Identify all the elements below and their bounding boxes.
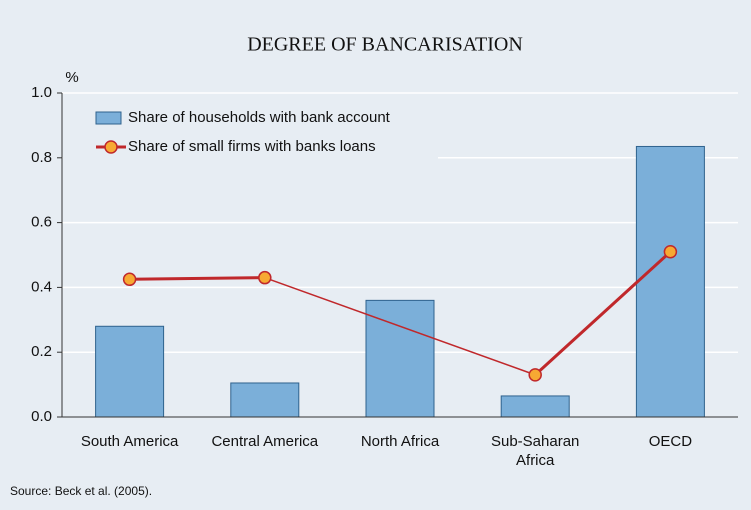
bar	[230, 382, 300, 418]
line-marker	[258, 270, 272, 285]
x-tick-label: Central America	[211, 433, 319, 450]
line-marker	[122, 272, 137, 287]
y-tick-label: 0.4	[31, 278, 52, 295]
chart-title: DEGREE OF BANCARISATION	[247, 34, 523, 56]
legend-swatch	[104, 140, 118, 154]
y-axis-label: %	[65, 69, 78, 86]
legend-background	[63, 100, 438, 166]
legend-label: Share of small firms with banks loans	[128, 138, 376, 155]
x-tick-label: North Africa	[360, 433, 440, 450]
legend-label: Share of households with bank account	[128, 109, 391, 126]
bar	[635, 145, 705, 418]
x-tick-label: South America	[80, 433, 179, 450]
y-tick-label: 1.0	[31, 84, 52, 101]
line	[129, 250, 672, 376]
y-tick-label: 0.0	[31, 408, 52, 425]
line-marker	[663, 245, 678, 259]
legend-swatch	[95, 111, 122, 125]
line-connector	[264, 276, 536, 376]
x-tick-label: OECD	[648, 433, 693, 450]
y-tick-label: 0.6	[31, 214, 52, 231]
bar	[365, 299, 435, 418]
line-marker	[528, 368, 542, 382]
bar	[500, 395, 570, 418]
y-tick-label: 0.8	[31, 149, 52, 166]
bar	[95, 325, 165, 418]
x-tick-label: Sub-Saharan Africa	[490, 433, 580, 469]
source: Source: Beck et al. (2005).	[10, 484, 152, 498]
y-tick-label: 0.2	[31, 343, 52, 360]
